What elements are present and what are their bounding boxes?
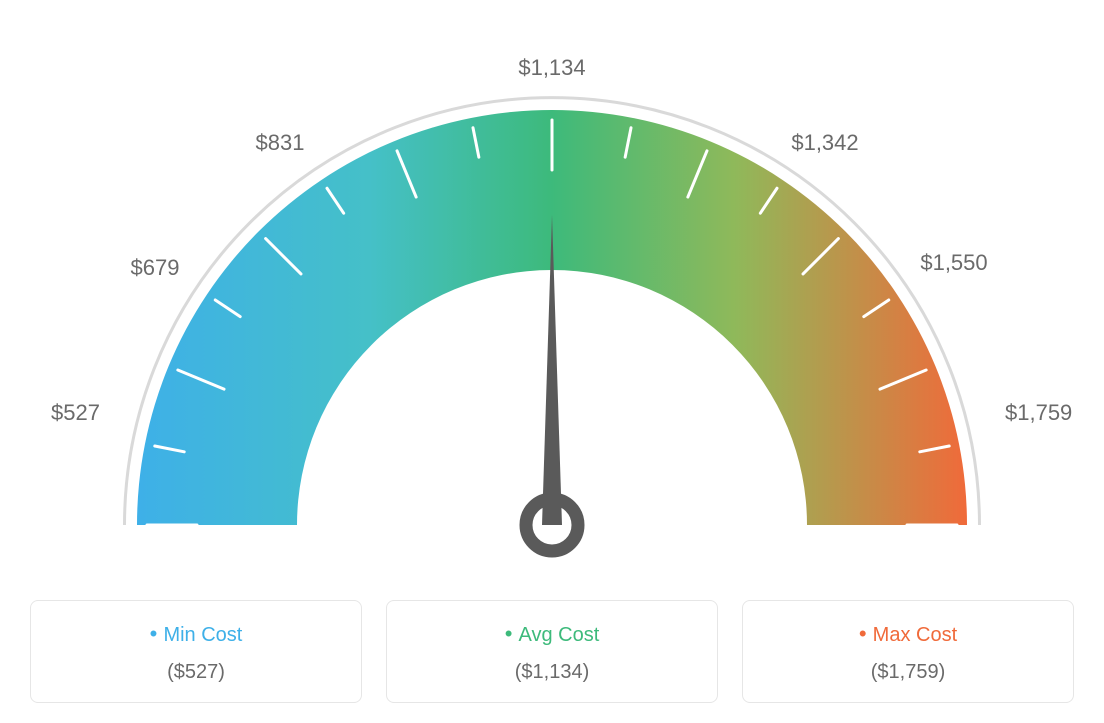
svg-text:$1,759: $1,759: [1005, 400, 1072, 425]
svg-text:$831: $831: [256, 130, 305, 155]
gauge-svg: $527 $679 $831 $1,134 $1,342 $1,550 $1,759: [20, 20, 1084, 560]
svg-text:$527: $527: [51, 400, 100, 425]
svg-text:$1,342: $1,342: [791, 130, 858, 155]
legend-card-min: Min Cost ($527): [30, 600, 362, 703]
legend-row: Min Cost ($527) Avg Cost ($1,134) Max Co…: [20, 600, 1084, 703]
legend-value-min: ($527): [41, 661, 351, 684]
legend-value-avg: ($1,134): [397, 661, 707, 684]
legend-card-max: Max Cost ($1,759): [742, 600, 1074, 703]
svg-text:$1,134: $1,134: [518, 55, 585, 80]
svg-text:$679: $679: [131, 255, 180, 280]
legend-title-min: Min Cost: [41, 621, 351, 647]
legend-title-max: Max Cost: [753, 621, 1063, 647]
cost-gauge-chart: $527 $679 $831 $1,134 $1,342 $1,550 $1,759 Min…: [20, 20, 1084, 703]
svg-text:$1,550: $1,550: [920, 250, 987, 275]
legend-title-avg: Avg Cost: [397, 621, 707, 647]
legend-value-max: ($1,759): [753, 661, 1063, 684]
legend-card-avg: Avg Cost ($1,134): [386, 600, 718, 703]
